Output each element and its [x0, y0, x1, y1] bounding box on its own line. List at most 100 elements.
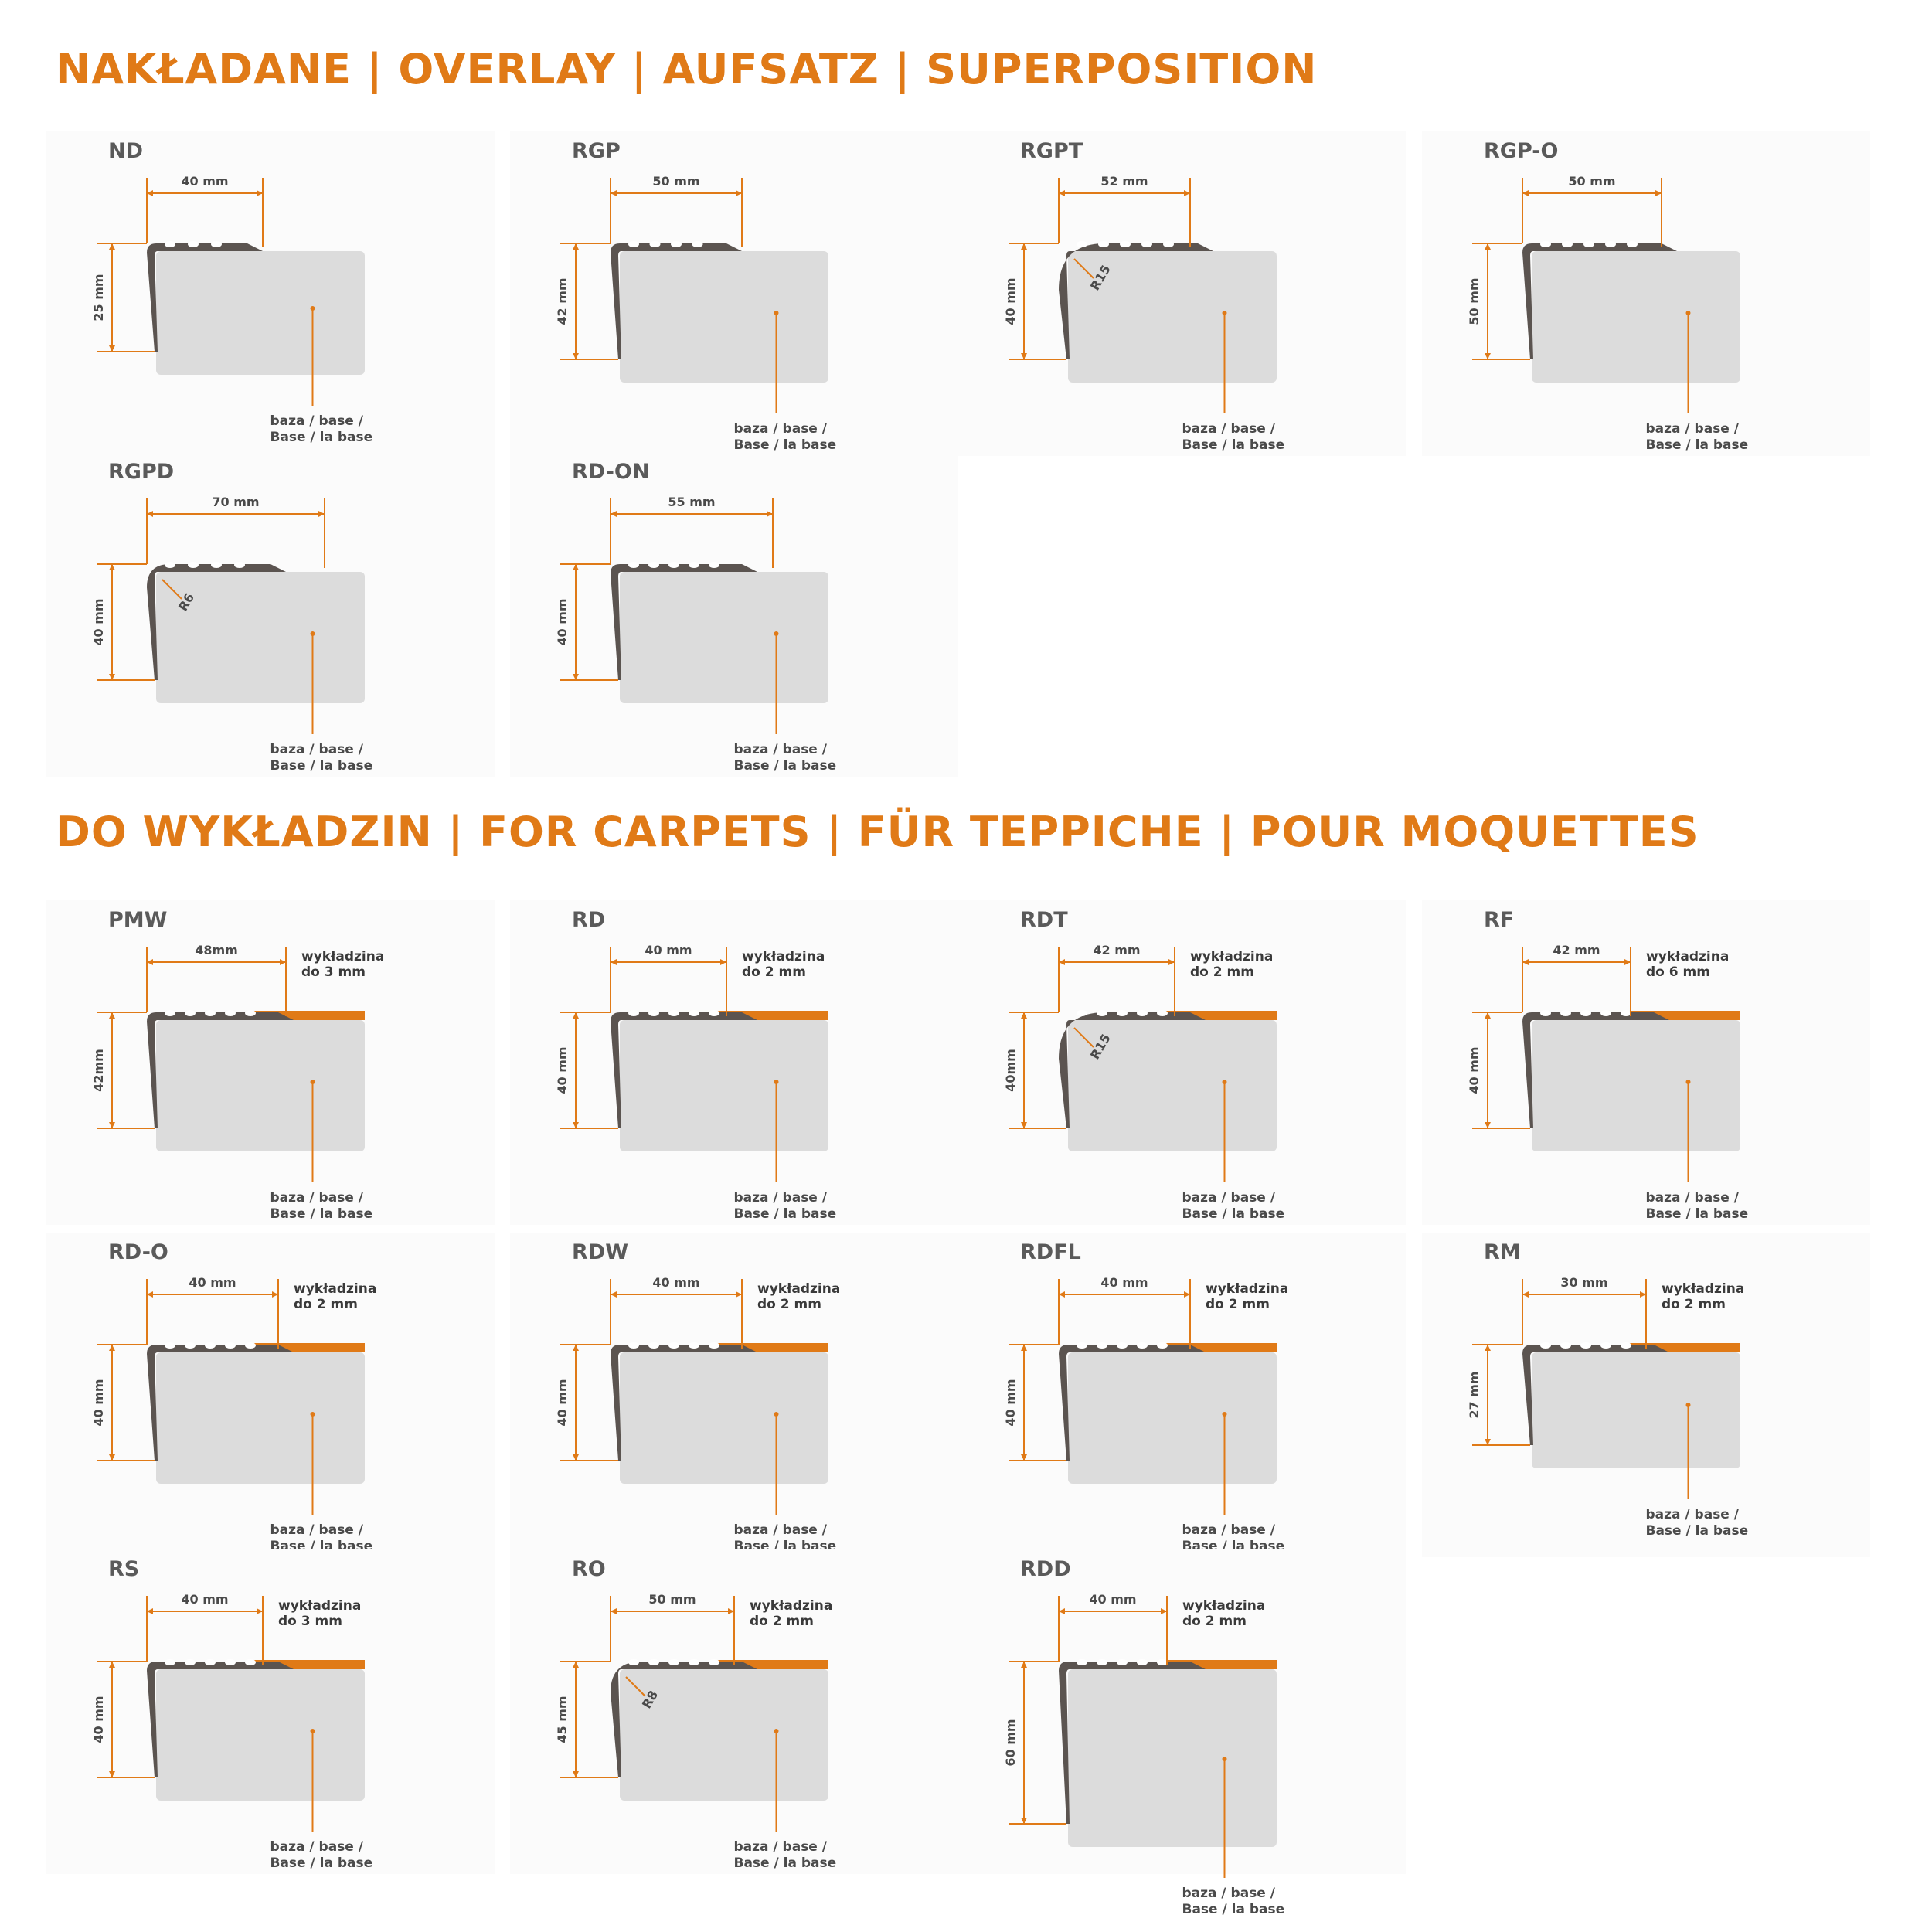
- profile-code: RGP-O: [1484, 139, 1559, 163]
- carpet-label: wykładzina: [278, 1598, 361, 1614]
- profile-card-rgp-o: RGP-O 50 mm 50 mm baza / base / Base / la ba…: [1422, 131, 1870, 456]
- width-label: 52 mm: [1100, 174, 1148, 189]
- tread-groove: [648, 1342, 659, 1349]
- tread-groove: [1120, 241, 1131, 247]
- carpet-thickness-label: do 2 mm: [742, 964, 806, 980]
- profile-code: RDD: [1020, 1557, 1071, 1581]
- tread-groove: [1560, 1342, 1571, 1349]
- base-label: Base / la base: [270, 1206, 373, 1222]
- width-label: 42 mm: [1093, 943, 1140, 957]
- carpet-label: wykładzina: [1662, 1281, 1744, 1297]
- height-label: 40 mm: [91, 1379, 106, 1426]
- profile-card-rs: RS 40 mm 40 mm wykładzina do 3 mm baza / base…: [46, 1549, 495, 1874]
- height-label: 60 mm: [1003, 1719, 1018, 1766]
- tread-groove: [628, 1342, 639, 1349]
- width-label: 40 mm: [189, 1275, 236, 1290]
- profile-code: RD-ON: [572, 460, 650, 484]
- profile-card-rgp: RGP 50 mm 42 mm baza / base / Base / la base: [510, 131, 958, 456]
- height-label: 42mm: [91, 1049, 106, 1092]
- height-label: 40 mm: [91, 1696, 106, 1743]
- tread-groove: [165, 1010, 175, 1016]
- tread-groove: [1560, 1010, 1571, 1016]
- height-label: 40 mm: [1003, 1379, 1018, 1426]
- tread-groove: [1077, 241, 1087, 247]
- base-block: [1532, 1020, 1740, 1151]
- tread-groove: [1580, 1342, 1591, 1349]
- tread-groove: [1137, 1010, 1148, 1016]
- carpet-thickness-label: do 3 mm: [278, 1614, 342, 1629]
- tread-groove: [649, 241, 661, 247]
- tread-groove: [692, 241, 703, 247]
- profile-code: RD-O: [108, 1240, 168, 1264]
- tread-groove: [188, 562, 199, 568]
- tread-groove: [205, 1659, 216, 1665]
- profile-card-rf: RF 42 mm 40 mm wykładzina do 6 mm baza / base…: [1422, 900, 1870, 1225]
- base-block: [156, 1352, 365, 1484]
- tread-groove: [188, 241, 199, 247]
- width-label: 70 mm: [212, 495, 259, 509]
- tread-groove: [211, 562, 222, 568]
- tread-groove: [1117, 1010, 1128, 1016]
- tread-groove: [1097, 1659, 1107, 1665]
- tread-groove: [185, 1010, 196, 1016]
- width-label: 42 mm: [1553, 943, 1600, 957]
- base-label: baza / base /: [734, 1190, 828, 1206]
- base-label: Base / la base: [270, 430, 373, 445]
- tread-groove: [1098, 241, 1109, 247]
- width-label: 40 mm: [1100, 1275, 1148, 1290]
- base-label: Base / la base: [1646, 1206, 1749, 1222]
- profile-card-rdd: RDD 40 mm 60 mm wykładzina do 2 mm baza / bas…: [958, 1549, 1406, 1917]
- carpet-label: wykładzina: [301, 949, 384, 964]
- width-label: 40 mm: [652, 1275, 699, 1290]
- base-label: Base / la base: [734, 1855, 837, 1871]
- profile-code: RDW: [572, 1240, 628, 1264]
- profile-code: RM: [1484, 1240, 1521, 1264]
- base-label: Base / la base: [734, 1206, 837, 1222]
- width-label: 40 mm: [1089, 1592, 1136, 1607]
- base-block: [620, 572, 828, 703]
- carpet-label: wykładzina: [1646, 949, 1729, 964]
- base-label: Base / la base: [734, 758, 837, 774]
- carpet-label: wykładzina: [1182, 1598, 1265, 1614]
- carpet-thickness-label: do 2 mm: [750, 1614, 814, 1629]
- tread-groove: [709, 1342, 719, 1349]
- tread-groove: [1157, 1659, 1168, 1665]
- base-label: baza / base /: [734, 742, 828, 757]
- base-label: baza / base /: [1182, 1522, 1276, 1538]
- tread-groove: [1583, 241, 1594, 247]
- tread-groove: [671, 241, 682, 247]
- tread-groove: [1627, 241, 1638, 247]
- height-label: 45 mm: [555, 1696, 570, 1743]
- base-label: baza / base /: [1182, 1190, 1276, 1206]
- tread-groove: [1540, 1342, 1551, 1349]
- tread-groove: [668, 1010, 679, 1016]
- profile-code: RGPD: [108, 460, 175, 484]
- height-label: 42 mm: [555, 277, 570, 325]
- tread-groove: [185, 1342, 196, 1349]
- base-block: [1532, 1352, 1740, 1468]
- base-block: [156, 1669, 365, 1801]
- tread-groove: [165, 241, 175, 247]
- height-label: 40 mm: [1003, 277, 1018, 325]
- tread-groove: [185, 1659, 196, 1665]
- tread-groove: [1077, 1010, 1087, 1016]
- carpet-label: wykładzina: [294, 1281, 376, 1297]
- width-label: 50 mm: [1568, 174, 1615, 189]
- width-label: 48mm: [195, 943, 238, 957]
- width-label: 50 mm: [652, 174, 699, 189]
- height-label: 27 mm: [1467, 1371, 1481, 1418]
- carpet-thickness-label: do 2 mm: [1182, 1614, 1247, 1629]
- profile-code: RGP: [572, 139, 621, 163]
- profile-drawing: 40 mm 25 mm baza / base /Base / la base: [91, 174, 373, 445]
- section-title-overlay: NAKŁADANE | OVERLAY | AUFSATZ | SUPERPOS…: [56, 45, 1318, 94]
- base-block: [620, 1669, 828, 1801]
- base-label: baza / base /: [1646, 1190, 1740, 1206]
- tread-groove: [1117, 1659, 1128, 1665]
- tread-groove: [689, 1342, 699, 1349]
- width-label: 40 mm: [645, 943, 692, 957]
- base-block: [620, 1352, 828, 1484]
- profile-card-rm: RM 30 mm 27 mm wykładzina do 2 mm baza / base…: [1422, 1233, 1870, 1557]
